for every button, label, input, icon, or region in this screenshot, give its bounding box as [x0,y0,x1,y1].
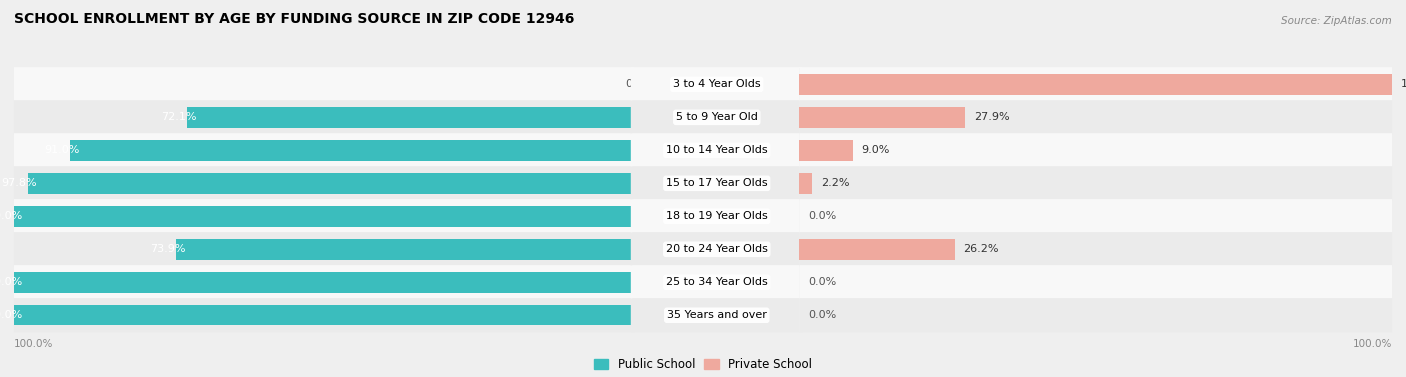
FancyBboxPatch shape [14,133,634,167]
FancyBboxPatch shape [800,265,1392,299]
Text: 0.0%: 0.0% [808,310,837,320]
Text: 100.0%: 100.0% [0,277,24,287]
FancyBboxPatch shape [631,133,803,167]
Bar [70,140,634,161]
Bar [14,206,634,227]
Text: 20 to 24 Year Olds: 20 to 24 Year Olds [666,244,768,254]
Text: 2.2%: 2.2% [821,178,849,188]
Text: 100.0%: 100.0% [0,310,24,320]
Text: 9.0%: 9.0% [862,145,890,155]
FancyBboxPatch shape [14,298,634,333]
Text: 18 to 19 Year Olds: 18 to 19 Year Olds [666,211,768,221]
Text: 10 to 14 Year Olds: 10 to 14 Year Olds [666,145,768,155]
FancyBboxPatch shape [14,199,634,233]
Bar [14,305,634,325]
FancyBboxPatch shape [14,67,634,101]
FancyBboxPatch shape [800,67,1392,101]
Bar [800,239,955,259]
Text: 100.0%: 100.0% [1353,339,1392,349]
Bar [800,140,853,161]
Bar [176,239,634,259]
Text: 15 to 17 Year Olds: 15 to 17 Year Olds [666,178,768,188]
Text: 5 to 9 Year Old: 5 to 9 Year Old [676,112,758,123]
FancyBboxPatch shape [14,265,634,299]
FancyBboxPatch shape [800,199,1392,233]
FancyBboxPatch shape [14,166,634,201]
Text: 3 to 4 Year Olds: 3 to 4 Year Olds [673,79,761,89]
FancyBboxPatch shape [631,67,803,101]
FancyBboxPatch shape [800,100,1392,135]
Text: 73.9%: 73.9% [149,244,186,254]
Text: 25 to 34 Year Olds: 25 to 34 Year Olds [666,277,768,287]
Text: 26.2%: 26.2% [963,244,1000,254]
FancyBboxPatch shape [631,100,803,135]
Legend: Public School, Private School: Public School, Private School [593,358,813,371]
Text: 100.0%: 100.0% [1400,79,1406,89]
Bar [800,107,965,127]
FancyBboxPatch shape [800,298,1392,333]
Text: 100.0%: 100.0% [14,339,53,349]
Text: 0.0%: 0.0% [624,79,652,89]
Bar [800,173,813,193]
Text: 72.1%: 72.1% [160,112,197,123]
FancyBboxPatch shape [631,166,803,201]
FancyBboxPatch shape [631,298,803,333]
Text: 35 Years and over: 35 Years and over [666,310,766,320]
FancyBboxPatch shape [14,232,634,267]
FancyBboxPatch shape [800,232,1392,267]
Text: 100.0%: 100.0% [0,211,24,221]
Text: 0.0%: 0.0% [808,211,837,221]
Text: 91.0%: 91.0% [44,145,79,155]
Text: 27.9%: 27.9% [973,112,1010,123]
Bar [28,173,634,193]
FancyBboxPatch shape [631,265,803,299]
Bar [800,74,1392,95]
Text: SCHOOL ENROLLMENT BY AGE BY FUNDING SOURCE IN ZIP CODE 12946: SCHOOL ENROLLMENT BY AGE BY FUNDING SOUR… [14,12,575,26]
Text: 97.8%: 97.8% [1,178,37,188]
Bar [14,272,634,293]
FancyBboxPatch shape [631,232,803,267]
FancyBboxPatch shape [631,199,803,233]
Text: Source: ZipAtlas.com: Source: ZipAtlas.com [1281,16,1392,26]
Text: 0.0%: 0.0% [808,277,837,287]
FancyBboxPatch shape [800,166,1392,201]
FancyBboxPatch shape [800,133,1392,167]
FancyBboxPatch shape [14,100,634,135]
Bar [187,107,634,127]
